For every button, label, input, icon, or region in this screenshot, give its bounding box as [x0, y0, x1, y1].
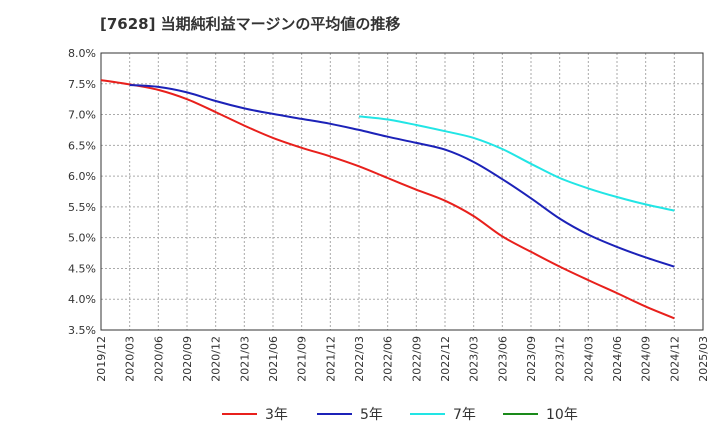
legend-label: 7年	[453, 407, 476, 423]
y-tick-label: 7.5%	[68, 78, 96, 91]
series-line-3年	[100, 79, 675, 320]
x-tick-label: 2023/06	[496, 336, 509, 382]
x-tick-label: 2023/03	[468, 336, 481, 382]
series-line-5年	[129, 84, 675, 268]
x-tick-label: 2024/12	[668, 336, 681, 382]
x-tick-label: 2022/03	[353, 336, 366, 382]
x-tick-label: 2024/09	[640, 336, 653, 382]
series-line-7年	[358, 115, 675, 212]
x-tick-label: 2021/12	[324, 336, 337, 382]
x-tick-label: 2021/03	[238, 336, 251, 382]
x-tick-label: 2020/06	[152, 336, 165, 382]
y-tick-label: 5.5%	[68, 201, 96, 214]
plot-frame	[100, 52, 704, 331]
y-tick-label: 4.5%	[68, 262, 96, 275]
x-tick-label: 2020/03	[124, 336, 137, 382]
y-tick-label: 6.5%	[68, 139, 96, 152]
x-tick-label: 2024/03	[582, 336, 595, 382]
x-tick-label: 2024/06	[611, 336, 624, 382]
y-tick-label: 5.0%	[68, 232, 96, 245]
legend-label: 10年	[546, 407, 578, 423]
x-tick-label: 2023/09	[525, 336, 538, 382]
y-tick-label: 6.0%	[68, 170, 96, 183]
x-tick-label: 2023/12	[554, 336, 567, 382]
y-tick-label: 3.5%	[68, 324, 96, 337]
x-tick-label: 2025/03	[697, 336, 710, 382]
x-tick-label: 2021/06	[267, 336, 280, 382]
x-tick-label: 2019/12	[95, 336, 108, 382]
legend-label: 3年	[265, 407, 288, 423]
y-tick-label: 8.0%	[68, 47, 96, 60]
chart-title: [7628] 当期純利益マージンの平均値の推移	[100, 15, 401, 33]
x-tick-label: 2022/12	[439, 336, 452, 382]
x-tick-label: 2020/12	[210, 336, 223, 382]
x-tick-label: 2020/09	[181, 336, 194, 382]
y-tick-label: 4.0%	[68, 293, 96, 306]
legend-label: 5年	[360, 407, 383, 423]
y-tick-label: 7.0%	[68, 109, 96, 122]
x-tick-label: 2021/09	[296, 336, 309, 382]
x-tick-label: 2022/06	[382, 336, 395, 382]
x-tick-label: 2022/09	[410, 336, 423, 382]
